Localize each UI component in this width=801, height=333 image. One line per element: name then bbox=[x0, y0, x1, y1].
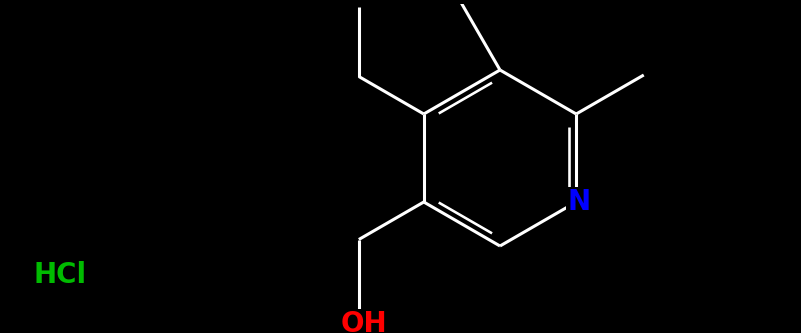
Text: HO: HO bbox=[419, 0, 465, 3]
Text: HCl: HCl bbox=[34, 261, 87, 289]
Text: OH: OH bbox=[340, 0, 387, 6]
Text: N: N bbox=[568, 188, 591, 216]
Text: OH: OH bbox=[340, 310, 387, 333]
